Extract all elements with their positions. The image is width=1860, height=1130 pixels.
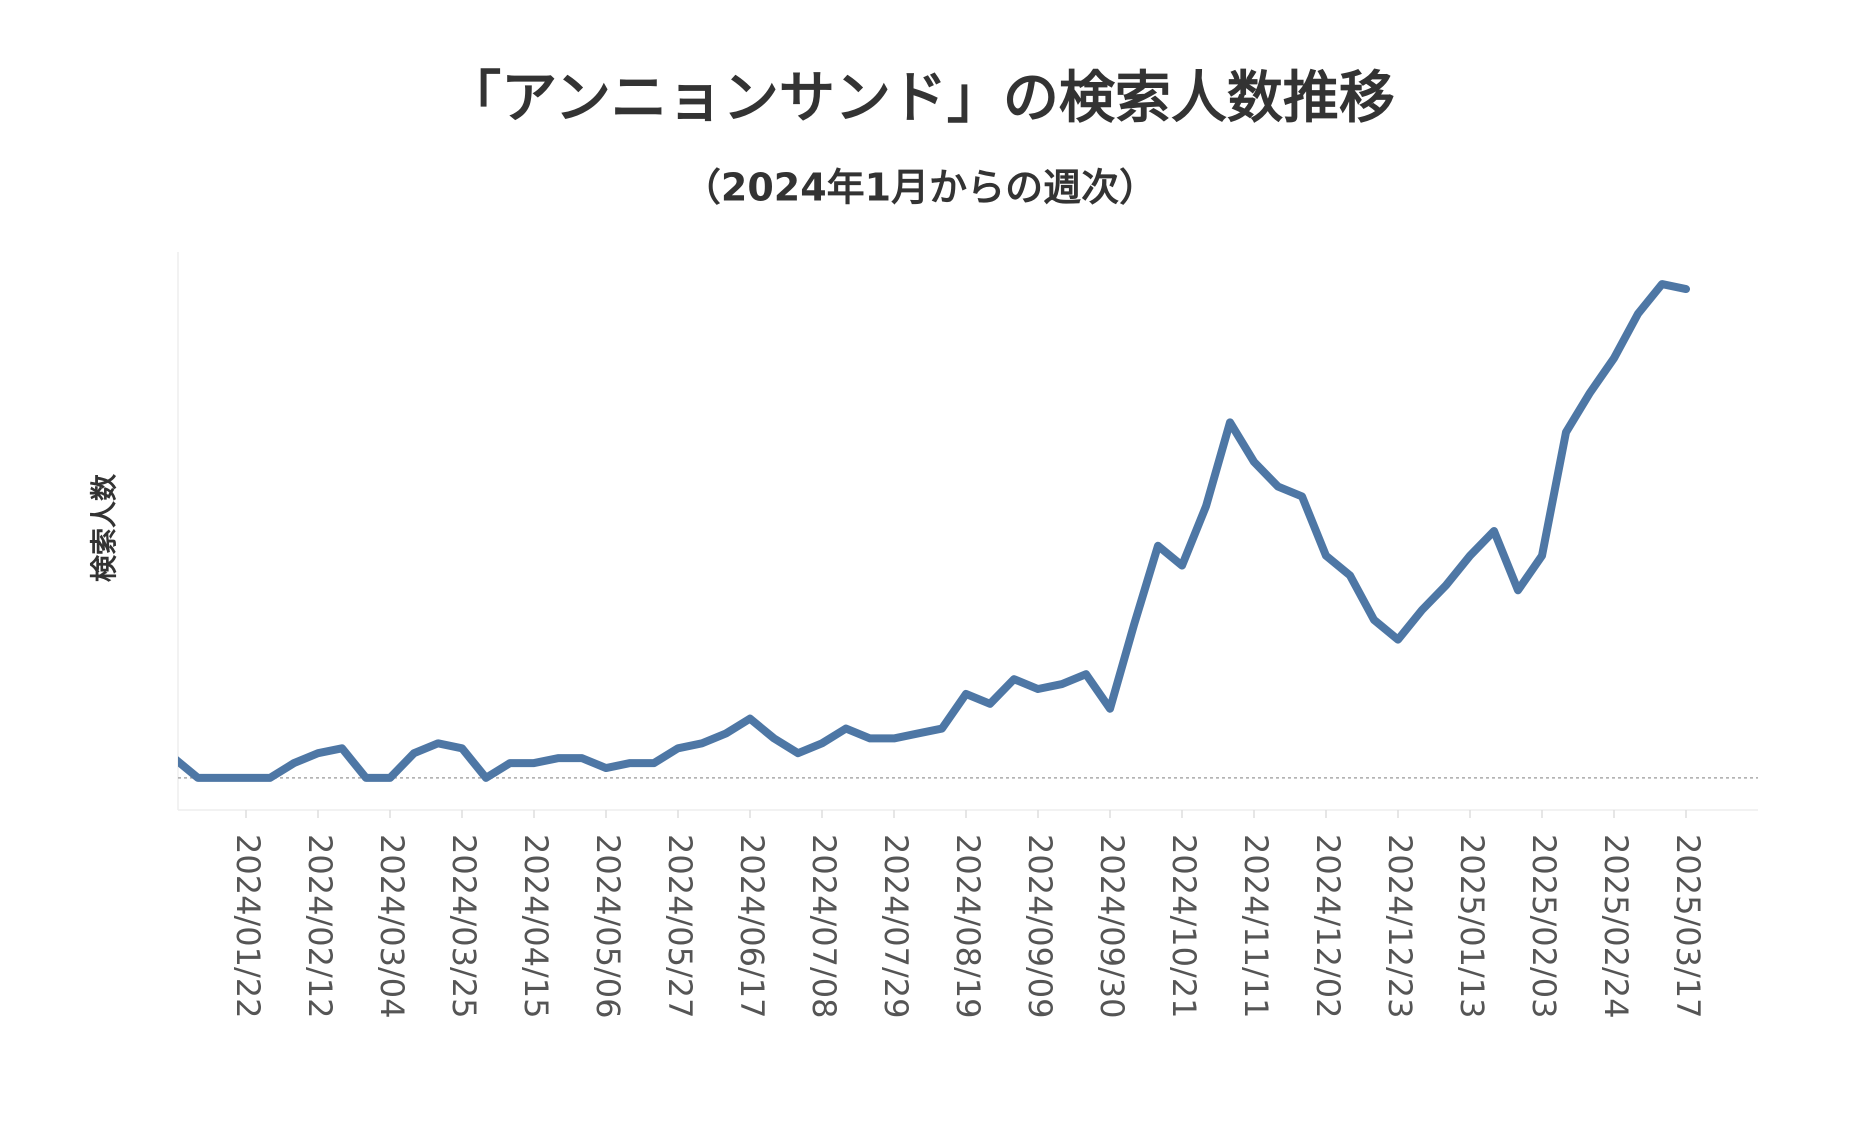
x-tick-label: 2024/03/25 (445, 834, 483, 1018)
x-tick-label: 2024/06/17 (733, 834, 771, 1018)
x-tick-label: 2024/12/02 (1309, 834, 1347, 1018)
x-tick-label: 2024/02/12 (301, 834, 339, 1018)
x-tick-label: 2025/01/13 (1453, 834, 1491, 1018)
x-tick-label: 2024/07/29 (877, 834, 915, 1018)
x-tick-label: 2025/03/17 (1669, 834, 1707, 1018)
chart-title: 「アンニョンサンド」の検索人数推移 (445, 66, 1395, 131)
chart-subtitle: （2024年1月からの週次） (683, 166, 1157, 210)
y-axis-label: 検索人数 (90, 473, 121, 582)
x-tick-label: 2024/08/19 (949, 834, 987, 1018)
x-tick-label: 2024/03/04 (373, 834, 411, 1018)
x-tick-label: 2024/12/23 (1381, 834, 1419, 1018)
x-tick-label: 2024/09/30 (1093, 834, 1131, 1018)
x-tick-label: 2024/05/06 (589, 834, 627, 1018)
x-tick-label: 2025/02/24 (1597, 834, 1635, 1018)
x-tick-label: 2024/10/21 (1165, 834, 1203, 1018)
data-line (178, 280, 1690, 782)
x-tick-label: 2024/09/09 (1021, 834, 1059, 1018)
x-tick-label: 2025/02/03 (1525, 834, 1563, 1018)
x-tick-label: 2024/01/22 (229, 834, 267, 1018)
x-tick-label: 2024/11/11 (1237, 834, 1275, 1018)
x-tick-label: 2024/07/08 (805, 834, 843, 1018)
x-tick-label: 2024/04/15 (517, 834, 555, 1018)
x-tick-label: 2024/05/27 (661, 834, 699, 1018)
